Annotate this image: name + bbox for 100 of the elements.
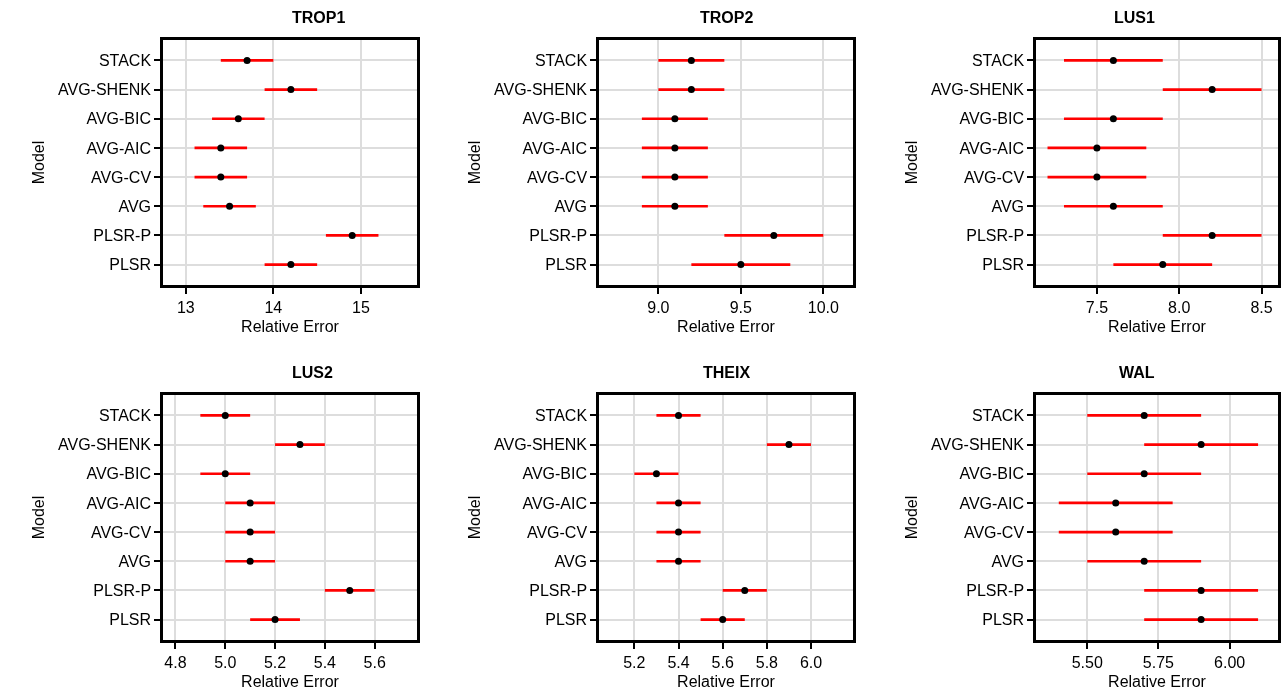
y-tick-label: AVG-BIC xyxy=(522,110,588,128)
y-tick-label: AVG-SHENK xyxy=(493,81,588,99)
point xyxy=(296,441,304,449)
bar xyxy=(1063,59,1163,62)
y-axis-title: Model xyxy=(902,495,920,540)
y-tick-label: STACK xyxy=(98,407,152,425)
y-tick-label: AVG-CV xyxy=(963,168,1025,186)
y-tick-label: PLSR xyxy=(982,256,1025,274)
y-tick-label: AVG-CV xyxy=(963,523,1025,541)
point xyxy=(1208,86,1216,94)
point xyxy=(243,56,251,64)
point xyxy=(221,470,229,478)
point xyxy=(671,173,679,181)
point xyxy=(217,173,225,181)
point xyxy=(1159,261,1167,269)
x-tick-label: 5.75 xyxy=(1142,653,1175,671)
x-tick-label: 15 xyxy=(352,298,370,316)
chart-title: TROP2 xyxy=(700,9,754,26)
y-tick-label: PLSR-P xyxy=(966,582,1025,600)
chart-title: TROP1 xyxy=(292,9,346,26)
y-tick-label: AVG-SHENK xyxy=(57,436,152,454)
x-tick-label: 10.0 xyxy=(807,298,839,316)
point xyxy=(271,616,279,624)
y-tick-label: AVG-BIC xyxy=(959,465,1025,483)
x-tick-label: 5.2 xyxy=(623,653,646,671)
y-tick-label: AVG xyxy=(554,552,588,570)
point xyxy=(675,557,683,565)
y-tick-label: AVG-CV xyxy=(90,168,152,186)
y-tick-label: AVG-AIC xyxy=(522,494,588,512)
x-axis-title: Relative Error xyxy=(241,672,340,690)
point xyxy=(287,261,295,269)
x-axis-title: Relative Error xyxy=(1108,317,1207,335)
y-tick-label: AVG xyxy=(991,552,1025,570)
bar xyxy=(1162,234,1262,237)
x-tick-label: 5.0 xyxy=(214,653,237,671)
y-axis-title: Model xyxy=(29,140,47,185)
point xyxy=(348,231,356,239)
y-tick-label: AVG-AIC xyxy=(86,139,152,157)
bar xyxy=(1113,263,1213,266)
y-tick-label: PLSR-P xyxy=(93,582,152,600)
x-tick-label: 5.6 xyxy=(711,653,734,671)
x-tick-label: 13 xyxy=(176,298,195,316)
x-tick-label: 14 xyxy=(264,298,283,316)
point xyxy=(246,528,254,536)
x-tick-label: 5.4 xyxy=(667,653,690,671)
x-tick-label: 5.6 xyxy=(363,653,386,671)
y-tick-label: PLSR xyxy=(982,611,1025,629)
x-tick-label: 5.4 xyxy=(313,653,337,671)
point xyxy=(719,616,727,624)
x-tick-label: 9.0 xyxy=(647,298,670,316)
y-tick-label: AVG-BIC xyxy=(959,110,1025,128)
x-tick-label: 4.8 xyxy=(164,653,187,671)
y-tick-label: AVG-SHENK xyxy=(57,81,152,99)
y-tick-label: PLSR xyxy=(109,611,152,629)
point xyxy=(652,470,660,478)
x-axis-title: Relative Error xyxy=(1108,672,1207,690)
y-tick-label: AVG xyxy=(554,197,588,215)
y-tick-label: AVG-BIC xyxy=(522,465,588,483)
x-axis-title: Relative Error xyxy=(677,317,776,335)
x-tick-label: 6.00 xyxy=(1214,653,1246,671)
bar xyxy=(1087,472,1202,476)
y-tick-label: AVG xyxy=(118,197,152,215)
x-tick-label: 8.5 xyxy=(1250,298,1273,316)
y-tick-label: STACK xyxy=(971,407,1025,425)
x-tick-label: 7.5 xyxy=(1085,298,1109,316)
bar xyxy=(1144,589,1259,592)
x-axis-title: Relative Error xyxy=(241,317,340,335)
chart-title: LUS1 xyxy=(1114,9,1155,26)
point xyxy=(1109,202,1117,210)
point xyxy=(675,528,683,536)
point xyxy=(675,411,683,419)
point xyxy=(770,231,778,239)
y-tick-label: AVG-BIC xyxy=(86,110,152,128)
chart-title: WAL xyxy=(1119,364,1155,381)
point xyxy=(1208,231,1216,239)
point xyxy=(785,441,793,449)
chart-title: LUS2 xyxy=(292,364,333,381)
y-axis-title: Model xyxy=(465,140,483,185)
y-tick-label: PLSR xyxy=(545,256,588,274)
y-tick-label: STACK xyxy=(534,407,588,425)
bar xyxy=(1087,414,1202,417)
bar xyxy=(724,234,824,237)
bar xyxy=(1063,117,1163,121)
bar xyxy=(1144,443,1259,446)
point xyxy=(246,499,254,507)
y-tick-label: AVG-AIC xyxy=(959,139,1025,157)
point xyxy=(671,202,679,210)
y-axis-title: Model xyxy=(902,140,920,185)
bar xyxy=(691,263,791,266)
point xyxy=(1109,115,1117,123)
point xyxy=(675,499,683,507)
point xyxy=(671,144,679,152)
y-tick-label: PLSR-P xyxy=(966,227,1025,245)
point xyxy=(217,144,225,152)
point xyxy=(246,557,254,565)
y-tick-label: AVG-AIC xyxy=(86,494,152,512)
y-tick-label: PLSR xyxy=(545,611,588,629)
point xyxy=(234,115,242,123)
y-tick-label: AVG-CV xyxy=(90,523,152,541)
point xyxy=(741,586,749,594)
